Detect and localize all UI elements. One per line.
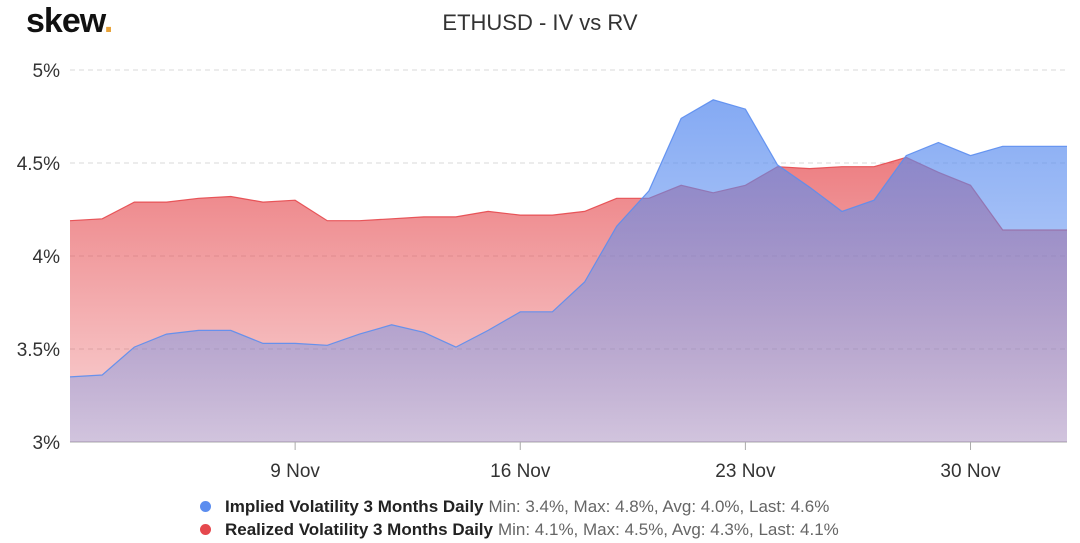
x-tick-label: 30 Nov xyxy=(940,461,1001,482)
x-tick-label: 23 Nov xyxy=(715,461,776,482)
series-line-realized xyxy=(69,156,1067,231)
legend-label-realized: Realized Volatility 3 Months Daily xyxy=(225,520,493,539)
legend-marker-realized xyxy=(200,524,211,535)
legend-marker-implied xyxy=(200,501,211,512)
chart-svg: 3% 3.5% 4% 4.5% 5% 9 Nov 16 Nov 23 Nov 30 Nov xyxy=(17,61,1067,482)
logo-text: skew xyxy=(26,2,105,40)
skew-logo: skew. xyxy=(26,2,114,41)
y-tick-label: 4% xyxy=(33,247,61,268)
y-tick-label: 3% xyxy=(33,433,61,454)
x-tick-label: 9 Nov xyxy=(270,461,320,482)
y-tick-label: 3.5% xyxy=(17,340,60,361)
chart-title: ETHUSD - IV vs RV xyxy=(442,10,638,35)
series-line-implied xyxy=(69,99,1067,378)
x-tick-label: 16 Nov xyxy=(490,461,551,482)
legend-stats-realized: Min: 4.1%, Max: 4.5%, Avg: 4.3%, Last: 4… xyxy=(497,520,839,539)
legend: Implied Volatility 3 Months Daily Min: 3… xyxy=(200,495,839,541)
legend-item-realized[interactable]: Realized Volatility 3 Months Daily Min: … xyxy=(200,518,839,541)
y-tick-label: 5% xyxy=(33,61,61,82)
legend-stats-implied: Min: 3.4%, Max: 4.8%, Avg: 4.0%, Last: 4… xyxy=(488,497,830,516)
y-tick-label: 4.5% xyxy=(17,154,60,175)
legend-label-implied: Implied Volatility 3 Months Daily xyxy=(225,497,484,516)
logo-dot: . xyxy=(103,2,114,40)
area-fill-implied xyxy=(70,99,1067,443)
legend-item-implied[interactable]: Implied Volatility 3 Months Daily Min: 3… xyxy=(200,495,839,518)
